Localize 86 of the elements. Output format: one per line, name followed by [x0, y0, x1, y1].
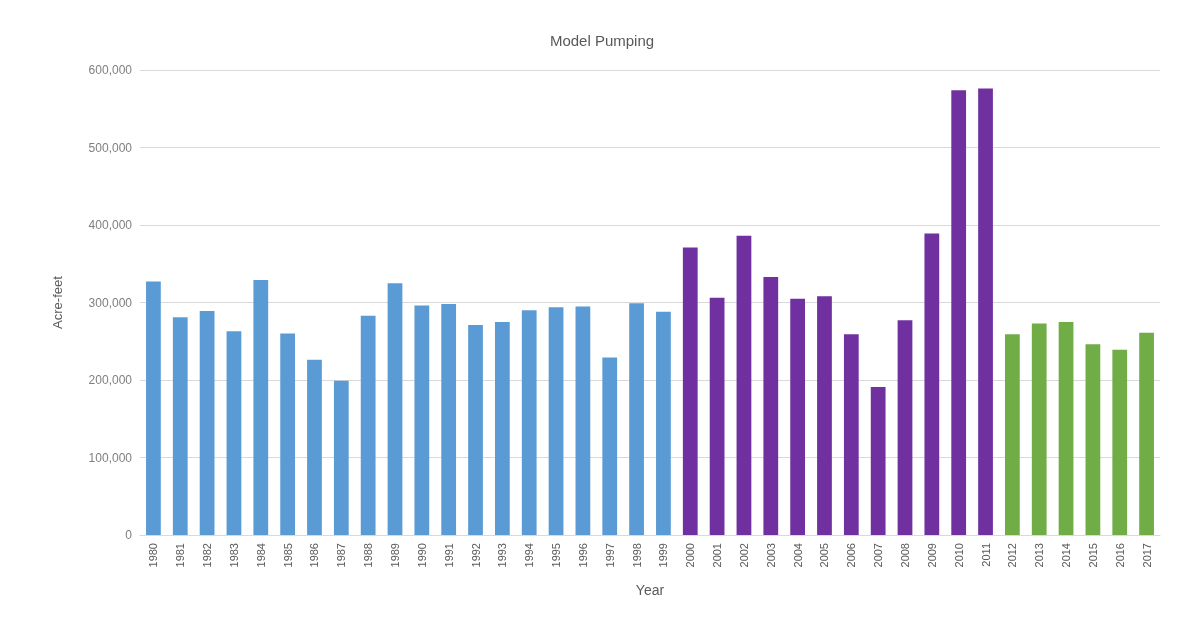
x-tick-label: 2013 [1033, 543, 1046, 568]
x-tick-label: 1981 [174, 543, 187, 568]
bar [253, 280, 269, 535]
x-tick-label: 1991 [442, 543, 455, 568]
bar [280, 333, 296, 535]
bar [656, 311, 671, 535]
x-tick-label: 1984 [254, 543, 267, 568]
y-tick-label: 200,000 [88, 373, 133, 387]
bar [1004, 334, 1020, 535]
x-tick-label: 1985 [281, 543, 294, 568]
x-tick-label: 1988 [362, 543, 375, 568]
y-tick-label: 100,000 [88, 450, 133, 465]
bar [602, 357, 618, 535]
x-tick-label: 2009 [925, 543, 938, 568]
x-tick-label: 1993 [496, 543, 509, 568]
x-tick-label: 2003 [764, 543, 777, 568]
bar [307, 359, 322, 535]
bar [1139, 332, 1154, 535]
x-tick-label: 2001 [711, 543, 724, 568]
x-tick-label: 2012 [1006, 543, 1019, 568]
bar [951, 90, 967, 535]
bar [360, 315, 376, 535]
bar [494, 321, 510, 535]
x-tick-label: 2011 [979, 543, 992, 567]
bar [870, 386, 886, 535]
x-tick-label: 2010 [952, 543, 965, 568]
bar [146, 281, 161, 535]
y-axis-title: Acre-feet [50, 275, 65, 329]
x-tick-label: 2016 [1113, 543, 1126, 568]
x-tick-label: 1999 [657, 543, 670, 568]
x-tick-label: 1994 [523, 543, 536, 568]
bar [843, 334, 859, 535]
x-tick-label: 1989 [389, 543, 401, 568]
bar [897, 320, 913, 535]
bar [226, 331, 242, 535]
bar [575, 306, 591, 535]
x-tick-label: 1986 [308, 543, 321, 568]
x-tick-label: 2017 [1140, 543, 1153, 568]
bar [629, 303, 644, 535]
x-tick-label: 2004 [791, 543, 804, 568]
bar [682, 247, 698, 535]
x-tick-label: 1990 [415, 543, 428, 568]
bar [441, 304, 457, 535]
y-tick-label: 500,000 [88, 140, 133, 155]
bar [924, 233, 940, 535]
bar [1031, 323, 1047, 535]
x-tick-label: 1980 [147, 543, 160, 568]
bar [1112, 349, 1128, 535]
bar [468, 324, 483, 535]
y-tick-label: 400,000 [88, 218, 133, 232]
bar [1058, 321, 1074, 535]
bar [817, 296, 832, 535]
x-tick-label: 2015 [1086, 543, 1099, 568]
bar [199, 311, 215, 535]
x-tick-label: 1998 [630, 543, 643, 568]
bar [978, 88, 993, 535]
x-axis-title: Year [635, 582, 665, 598]
x-tick-label: 2002 [737, 543, 750, 568]
x-tick-label: 2000 [684, 543, 697, 568]
y-tick-label: 300,000 [88, 295, 133, 310]
x-tick-label: 2005 [818, 543, 831, 568]
bar [548, 307, 564, 535]
chart-title: Model Pumping [549, 32, 655, 49]
y-tick-label: 0 [125, 528, 133, 542]
x-tick-label: 2007 [872, 543, 885, 568]
x-tick-label: 1982 [201, 543, 214, 568]
bar [709, 297, 725, 535]
bar [1085, 344, 1101, 535]
bar [333, 380, 349, 535]
bar [736, 235, 752, 535]
y-tick-label: 600,000 [88, 63, 133, 77]
bar [763, 276, 779, 535]
x-tick-label: 1997 [603, 543, 616, 568]
x-tick-label: 1995 [550, 543, 563, 568]
x-tick-label: 2006 [845, 543, 858, 568]
x-tick-label: 2008 [899, 543, 911, 568]
bar [172, 317, 188, 535]
x-tick-label: 1983 [227, 543, 240, 568]
bar [521, 310, 537, 535]
x-tick-label: 2014 [1060, 543, 1073, 568]
bar [790, 298, 806, 535]
x-tick-label: 1992 [469, 543, 482, 568]
x-tick-label: 1996 [576, 543, 589, 568]
x-tick-label: 1987 [335, 543, 348, 568]
bar [414, 305, 430, 535]
bar [387, 283, 403, 535]
